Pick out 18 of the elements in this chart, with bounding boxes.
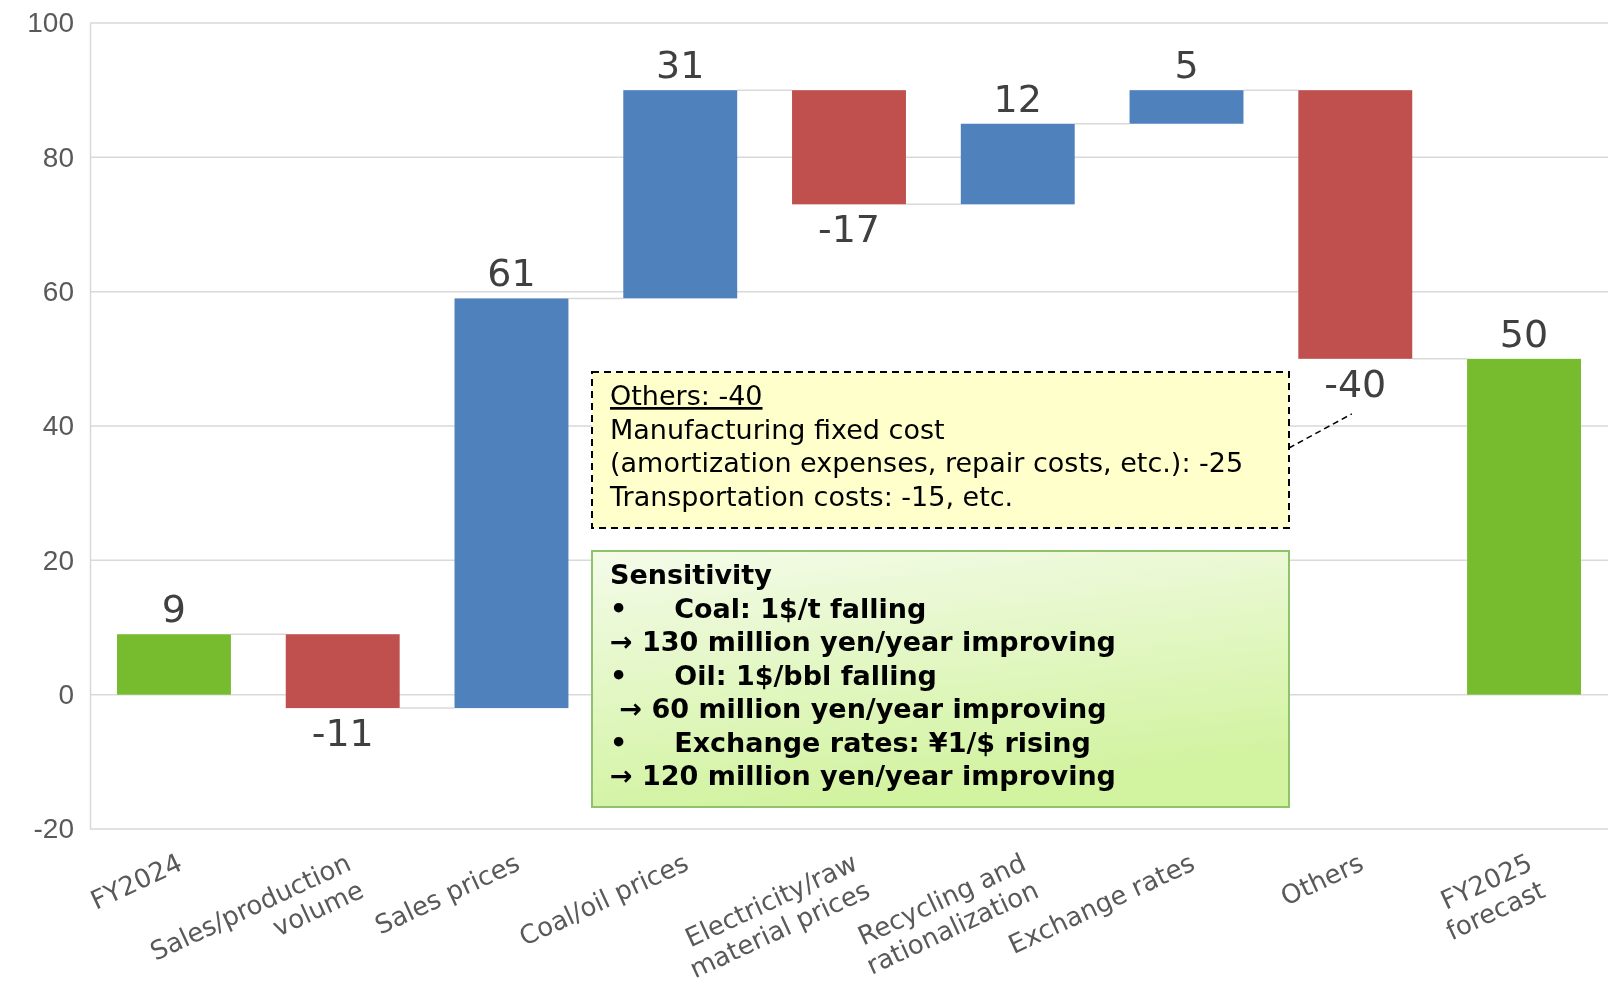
data-label: -17 [817, 207, 881, 252]
data-label: -11 [311, 711, 374, 756]
annotation: Others: -40 Manufacturing fixed cost (amortization expenses, repair costs, etc.): -25 Transportation costs: -15, etc. [609, 380, 1244, 512]
y-tick-label: 100 [27, 7, 74, 39]
annotation: Sensitivity • Coal: 1$/t falling → 130 million yen/year improving • Oil: 1$/bbl falling → 60 million yen/year improving • Exchange rates: ¥1/$ rising → 120 million yen/year improving [610, 559, 1116, 791]
y-tick-label: -20 [33, 813, 74, 845]
y-tick-label: 40 [42, 410, 74, 442]
data-label: 61 [487, 251, 536, 296]
y-tick-label: 80 [42, 141, 74, 173]
y-tick-label: 0 [58, 679, 74, 711]
data-label: -40 [1324, 361, 1387, 406]
data-label: 5 [1174, 43, 1199, 88]
y-tick-label: 60 [42, 276, 74, 308]
data-label: 9 [161, 587, 187, 632]
data-label: 50 [1499, 311, 1549, 356]
data-label: 12 [993, 76, 1042, 121]
data-label: 31 [656, 43, 705, 88]
y-tick-label: 20 [42, 544, 74, 576]
